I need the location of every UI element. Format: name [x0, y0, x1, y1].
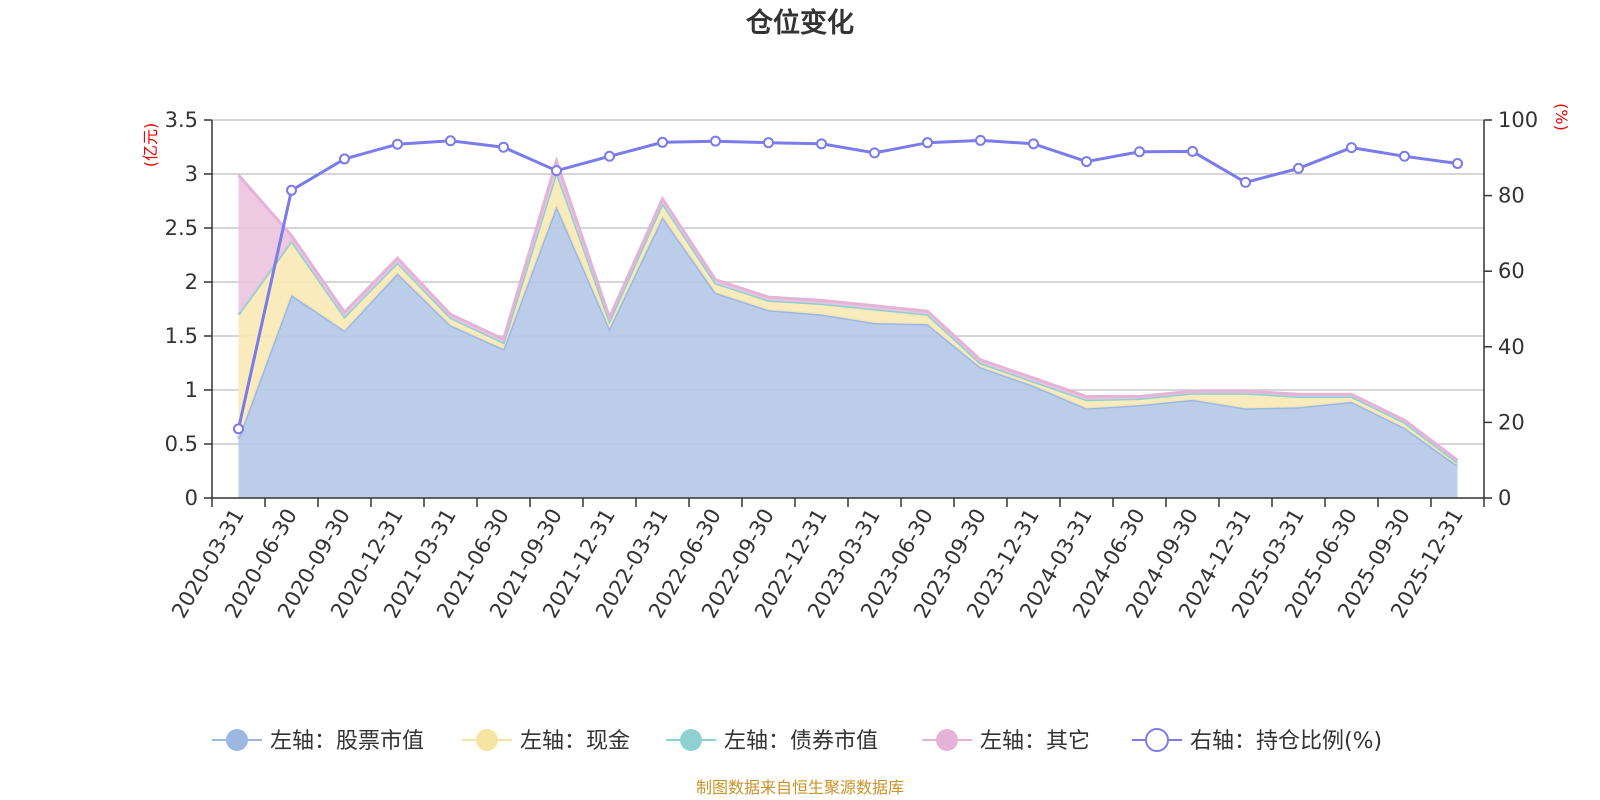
chart-title: 仓位变化: [745, 7, 854, 39]
area-series-0: [238, 206, 1458, 498]
ratio-point: [604, 150, 615, 162]
right-tick-label: 60: [1498, 259, 1525, 283]
ratio-point: [392, 138, 403, 150]
right-axis-unit: (%): [1552, 103, 1571, 131]
left-tick-label: 2: [185, 270, 198, 294]
legend-item: 左轴：债券市值: [666, 729, 878, 754]
ratio-line-path: [237, 138, 1458, 430]
left-tick-label: 3: [185, 162, 198, 186]
ratio-point: [286, 184, 297, 196]
legend-item: 左轴：股票市值: [212, 729, 424, 754]
ratio-point: [1081, 156, 1092, 168]
ratio-line: [233, 134, 1463, 435]
ratio-point: [551, 165, 562, 177]
right-tick-label: 80: [1498, 184, 1525, 208]
ratio-point: [869, 147, 880, 159]
stacked-areas: [237, 156, 1459, 498]
legend-marker: [226, 729, 248, 751]
legend-marker: [936, 729, 958, 751]
area-edge-series-0: [237, 202, 1459, 467]
left-tick-label: 3.5: [165, 108, 198, 132]
left-axis-unit: (亿元): [141, 123, 160, 168]
area-edge-series-3: [237, 156, 1459, 462]
ratio-point: [657, 136, 668, 148]
left-tick-label: 0.5: [165, 432, 198, 456]
left-tick-label: 1: [185, 378, 198, 402]
ratio-point: [1452, 157, 1463, 169]
right-tick-label: 0: [1498, 486, 1511, 510]
ratio-point: [1187, 145, 1198, 157]
legend-item: 右轴：持仓比例(%): [1132, 728, 1382, 754]
ratio-point: [1134, 146, 1145, 158]
left-tick-label: 1.5: [165, 324, 198, 348]
left-tick-label: 0: [185, 486, 198, 510]
ratio-point: [1346, 142, 1357, 154]
left-tick-label: 2.5: [165, 216, 198, 240]
legend-label: 左轴：债券市值: [724, 729, 878, 754]
right-tick-label: 100: [1498, 108, 1538, 132]
legend-item: 左轴：其它: [922, 729, 1090, 754]
ratio-point: [1293, 162, 1304, 174]
ratio-point: [922, 137, 933, 149]
legend-label: 左轴：现金: [520, 729, 630, 754]
ratio-point: [445, 135, 456, 147]
ratio-point: [816, 138, 827, 150]
ratio-point: [498, 141, 509, 153]
legend-label: 左轴：其它: [980, 729, 1090, 754]
ratio-point: [1028, 138, 1039, 150]
ratio-point: [975, 134, 986, 146]
legend-item: 左轴：现金: [462, 729, 630, 754]
legend-marker: [1145, 728, 1169, 752]
data-source: 制图数据来自恒生聚源数据库: [696, 778, 904, 797]
right-tick-label: 20: [1498, 410, 1525, 434]
ratio-point: [710, 135, 721, 147]
legend: 左轴：股票市值 左轴：现金 左轴：债券市值 左轴：其它 右轴：持仓比例(%): [212, 728, 1382, 754]
right-tick-label: 40: [1498, 335, 1525, 359]
ratio-point: [763, 137, 774, 149]
ratio-point: [233, 423, 244, 435]
ratio-point: [1399, 150, 1410, 162]
legend-marker: [476, 729, 498, 751]
ratio-point: [1240, 176, 1251, 188]
legend-marker: [680, 729, 702, 751]
legend-label: 左轴：股票市值: [270, 729, 424, 754]
ratio-point: [339, 153, 350, 165]
legend-label: 右轴：持仓比例(%): [1190, 729, 1382, 754]
